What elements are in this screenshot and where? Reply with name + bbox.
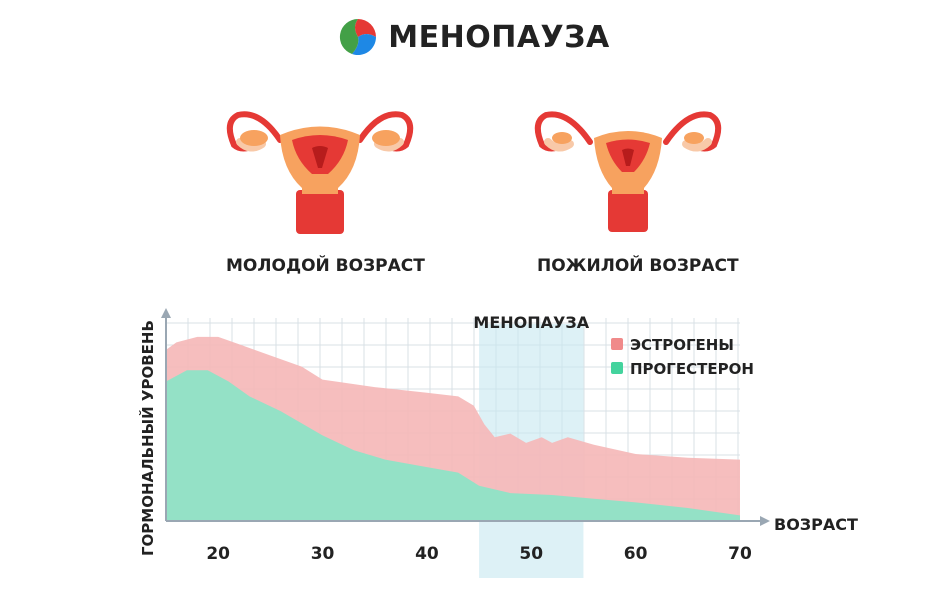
x-tick-labels: 20 30 40 50 60 70	[206, 544, 752, 564]
x-axis-arrow	[760, 516, 770, 526]
progesterone-area	[166, 370, 740, 521]
legend-label: ЭСТРОГЕНЫ	[630, 336, 734, 354]
label-old: ПОЖИЛОЙ ВОЗРАСТ	[537, 256, 739, 276]
page-title: МЕНОПАУЗА	[388, 19, 610, 55]
menopause-label: МЕНОПАУЗА	[473, 313, 589, 332]
label-young: МОЛОДОЙ ВОЗРАСТ	[226, 256, 425, 276]
x-tick-label: 40	[415, 544, 439, 564]
x-tick-label: 30	[311, 544, 335, 564]
y-axis-arrow	[161, 308, 171, 318]
legend: ЭСТРОГЕНЫ ПРОГЕСТЕРОН	[611, 336, 754, 378]
legend-swatch	[611, 362, 623, 374]
x-tick-label: 70	[728, 544, 752, 564]
logo-icon	[340, 18, 377, 56]
y-axis-label: ГОРМОНАЛЬНЫЙ УРОВЕНЬ	[139, 320, 157, 556]
legend-swatch	[611, 338, 623, 350]
uterus-old-icon	[534, 111, 722, 232]
x-axis-label: ВОЗРАСТ	[774, 515, 858, 534]
uterus-young-icon	[226, 111, 414, 234]
legend-label: ПРОГЕСТЕРОН	[630, 360, 754, 378]
x-tick-label: 50	[519, 544, 543, 564]
header: МЕНОПАУЗА	[0, 12, 948, 62]
x-tick-label: 20	[206, 544, 230, 564]
x-tick-label: 60	[624, 544, 648, 564]
